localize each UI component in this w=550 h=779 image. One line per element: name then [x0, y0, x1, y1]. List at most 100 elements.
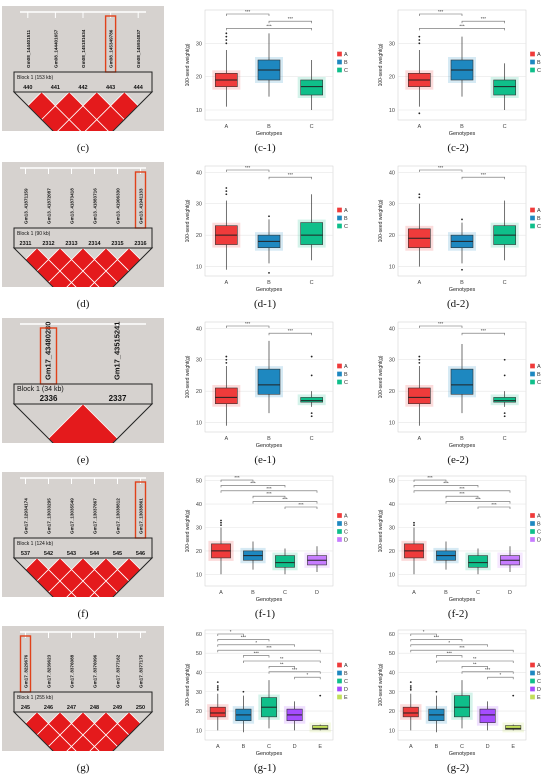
legend-swatch — [529, 512, 536, 519]
panel-label: (e-2) — [447, 454, 469, 466]
marker-number: 441 — [51, 85, 60, 91]
legend-swatch — [529, 59, 536, 65]
triangle-outline — [12, 91, 154, 131]
legend-swatch — [529, 678, 536, 684]
block-label: Block 1 (90 kb) — [17, 231, 51, 237]
legend-swatch — [529, 51, 536, 57]
legend-label: A — [344, 52, 348, 58]
legend-label: C — [344, 679, 348, 685]
y-tick-label: 20 — [389, 389, 395, 395]
box-body — [468, 555, 488, 568]
significance-stars: *** — [241, 634, 247, 639]
legend-label: B — [537, 372, 541, 378]
x-tick-label: A — [224, 124, 228, 130]
snp-label: Gm17_13033295 — [47, 498, 52, 534]
block-label: Block 1 (34 kb) — [17, 386, 64, 393]
x-tick-label: A — [417, 436, 421, 442]
significance-bracket: *** — [284, 502, 318, 509]
x-tick-label: D — [508, 590, 512, 596]
x-tick-label: C — [267, 744, 271, 750]
ld-cell — [66, 591, 77, 597]
significance-bracket: ** — [461, 661, 488, 669]
y-tick-label: 10 — [389, 728, 395, 734]
panel-label: (f-1) — [254, 608, 276, 620]
x-tick-label: C — [476, 590, 480, 596]
legend-swatch — [336, 512, 343, 519]
significance-stars: *** — [481, 16, 487, 21]
block-label: Block 1 (255 kb) — [17, 695, 53, 701]
outlier-point — [225, 358, 228, 361]
y-tick-label: 40 — [389, 170, 395, 176]
outlier-point — [268, 271, 270, 274]
boxplot-panel: 10 20 30 40 50 60 * *** * *** *** ** ** *** * A B C D E Geno… — [368, 622, 548, 760]
significance-stars: *** — [438, 321, 444, 326]
y-tick-label: 10 — [196, 572, 202, 578]
significance-bracket: *** — [268, 667, 321, 674]
legend-swatch — [336, 51, 343, 57]
legend-swatch — [336, 67, 343, 73]
significance-bracket: *** — [226, 9, 270, 16]
box-B — [448, 36, 476, 97]
snp-label: Gm17_43515241 — [113, 322, 122, 380]
box-body — [479, 708, 496, 723]
significance-stars: * — [230, 629, 232, 634]
marker-number: 2316 — [134, 241, 146, 247]
outlier-point — [225, 193, 228, 196]
outlier-point — [418, 361, 421, 364]
legend-label: E — [537, 695, 541, 701]
box-body — [209, 706, 226, 718]
x-tick-label: A — [417, 280, 421, 286]
significance-stars: ** — [473, 661, 477, 666]
legend-swatch — [529, 207, 536, 213]
panel-label: (g-2) — [447, 762, 469, 774]
box-A — [400, 681, 422, 731]
significance-stars: *** — [245, 321, 251, 326]
snp-label: Gm17_12934174 — [24, 498, 29, 534]
marker-number: 440 — [23, 85, 32, 91]
outlier-point — [503, 412, 506, 415]
significance-bracket: *** — [410, 645, 514, 653]
x-tick-label: D — [486, 744, 490, 750]
snp-label: Gm17_8377175 — [139, 654, 144, 688]
legend-swatch — [336, 207, 343, 213]
y-tick-label: 50 — [389, 479, 395, 485]
significance-stars: *** — [266, 645, 272, 650]
y-tick-label: 30 — [196, 525, 202, 531]
ld-block-panel: Gm17_12934174 Gm17_13033295 Gm17_13035549 G… — [2, 472, 164, 597]
box-C — [297, 355, 326, 418]
box-C — [297, 194, 326, 261]
legend-label: A — [344, 514, 348, 520]
ld-cell — [66, 745, 77, 751]
y-tick-label: 40 — [196, 502, 202, 508]
outlier-point — [409, 686, 412, 689]
x-axis-label: Genotypes — [256, 287, 283, 293]
box-body — [454, 695, 470, 718]
box-body — [215, 387, 238, 405]
outlier-point — [310, 412, 313, 415]
significance-stars: * — [423, 629, 425, 634]
box-A — [401, 521, 427, 575]
x-tick-label: C — [310, 124, 314, 130]
significance-stars: *** — [245, 9, 251, 14]
y-tick-label: 30 — [389, 358, 395, 364]
ld-plot: Gm17_12934174 Gm17_13033295 Gm17_13035549 G… — [12, 477, 154, 597]
snp-label: Gm08_145349786 — [109, 29, 114, 68]
x-tick-label: C — [503, 124, 507, 130]
box-body — [312, 725, 329, 730]
legend-label: C — [344, 380, 348, 386]
legend-swatch — [529, 67, 536, 73]
panel-label: (f) — [77, 608, 89, 620]
outlier-point — [310, 374, 313, 377]
outlier-point — [418, 39, 421, 41]
significance-stars: *** — [443, 480, 449, 485]
legend-swatch — [529, 215, 536, 221]
significance-bracket: *** — [268, 16, 312, 24]
significance-stars: *** — [481, 172, 487, 177]
legend-label: B — [344, 522, 348, 528]
outlier-point — [503, 358, 506, 361]
legend-label: C — [537, 224, 541, 230]
significance-stars: * — [448, 640, 450, 645]
marker-number: 245 — [21, 705, 30, 711]
box-A — [208, 519, 234, 575]
y-tick-label: 20 — [196, 233, 202, 239]
